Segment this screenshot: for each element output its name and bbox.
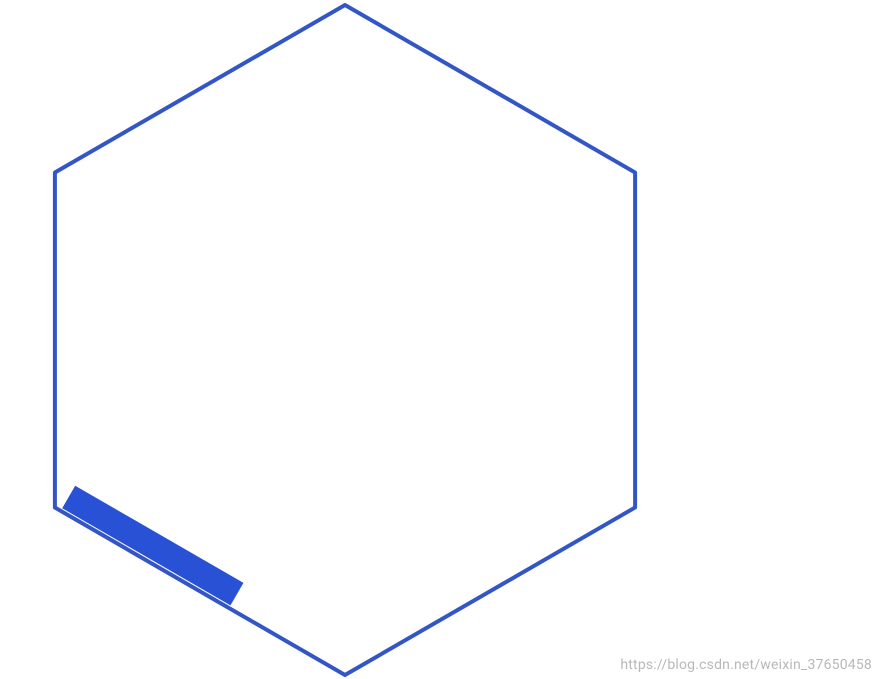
watermark-text: https://blog.csdn.net/weixin_37650458 <box>620 657 872 673</box>
node-hexagon <box>55 5 635 675</box>
